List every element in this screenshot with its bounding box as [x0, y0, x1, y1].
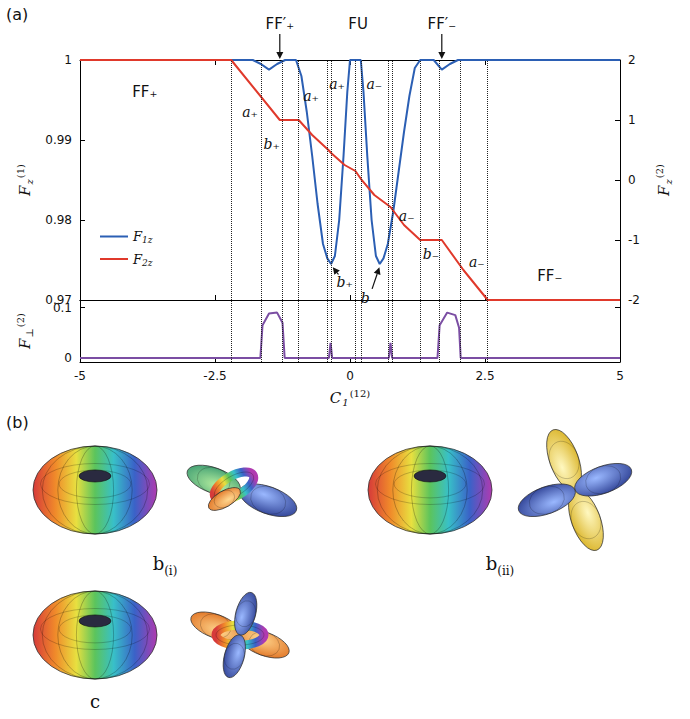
svg-text:b₋: b₋ — [423, 246, 439, 262]
svg-text:1z: 1z — [142, 235, 153, 245]
svg-text:(a): (a) — [6, 5, 28, 24]
svg-text:b₊: b₊ — [264, 136, 280, 152]
svg-text:C: C — [330, 389, 342, 407]
svg-text:c: c — [90, 691, 100, 712]
svg-text:⊥: ⊥ — [24, 328, 35, 337]
svg-text:2: 2 — [628, 53, 636, 67]
svg-text:1: 1 — [628, 113, 636, 127]
svg-text:F: F — [655, 185, 673, 197]
svg-text:-1: -1 — [628, 233, 640, 247]
svg-text:(2): (2) — [654, 164, 665, 178]
svg-text:F: F — [16, 338, 34, 350]
svg-text:-2: -2 — [628, 293, 640, 307]
svg-text:b(ii): b(ii) — [486, 553, 515, 578]
svg-text:z: z — [24, 179, 35, 186]
svg-text:FF′₊: FF′₊ — [266, 15, 295, 33]
svg-text:0: 0 — [628, 173, 636, 187]
svg-text:FU: FU — [348, 15, 368, 33]
svg-text:b₋: b₋ — [361, 290, 377, 306]
svg-text:1: 1 — [64, 53, 72, 67]
svg-text:F: F — [16, 185, 34, 197]
svg-text:F: F — [133, 251, 142, 267]
svg-text:a₊: a₊ — [242, 104, 258, 120]
svg-text:(12): (12) — [350, 388, 371, 399]
svg-text:-2.5: -2.5 — [203, 369, 226, 383]
svg-text:(1): (1) — [15, 164, 26, 178]
svg-text:0: 0 — [346, 369, 354, 383]
svg-text:0: 0 — [64, 351, 72, 365]
svg-text:FF₊: FF₊ — [132, 83, 157, 101]
svg-text:b₊: b₊ — [336, 274, 352, 290]
svg-text:FF₋: FF₋ — [537, 267, 562, 285]
svg-text:a₋: a₋ — [399, 208, 415, 224]
svg-text:a₊: a₊ — [329, 76, 345, 92]
svg-text:a₊: a₊ — [303, 88, 319, 104]
svg-text:z: z — [663, 179, 674, 186]
svg-text:(2): (2) — [15, 313, 26, 327]
svg-text:(b): (b) — [6, 413, 29, 432]
svg-text:0.1: 0.1 — [53, 301, 72, 315]
svg-text:a₋: a₋ — [366, 76, 382, 92]
svg-text:5: 5 — [616, 369, 624, 383]
svg-text:FF′₋: FF′₋ — [428, 15, 457, 33]
svg-text:2z: 2z — [141, 258, 153, 268]
svg-text:2.5: 2.5 — [475, 369, 494, 383]
svg-text:1: 1 — [342, 397, 348, 408]
svg-text:-5: -5 — [74, 369, 86, 383]
svg-text:b(i): b(i) — [153, 553, 178, 578]
svg-text:0.98: 0.98 — [45, 213, 72, 227]
svg-text:0.99: 0.99 — [45, 133, 72, 147]
svg-text:F: F — [133, 229, 142, 244]
svg-text:a₋: a₋ — [469, 254, 485, 270]
